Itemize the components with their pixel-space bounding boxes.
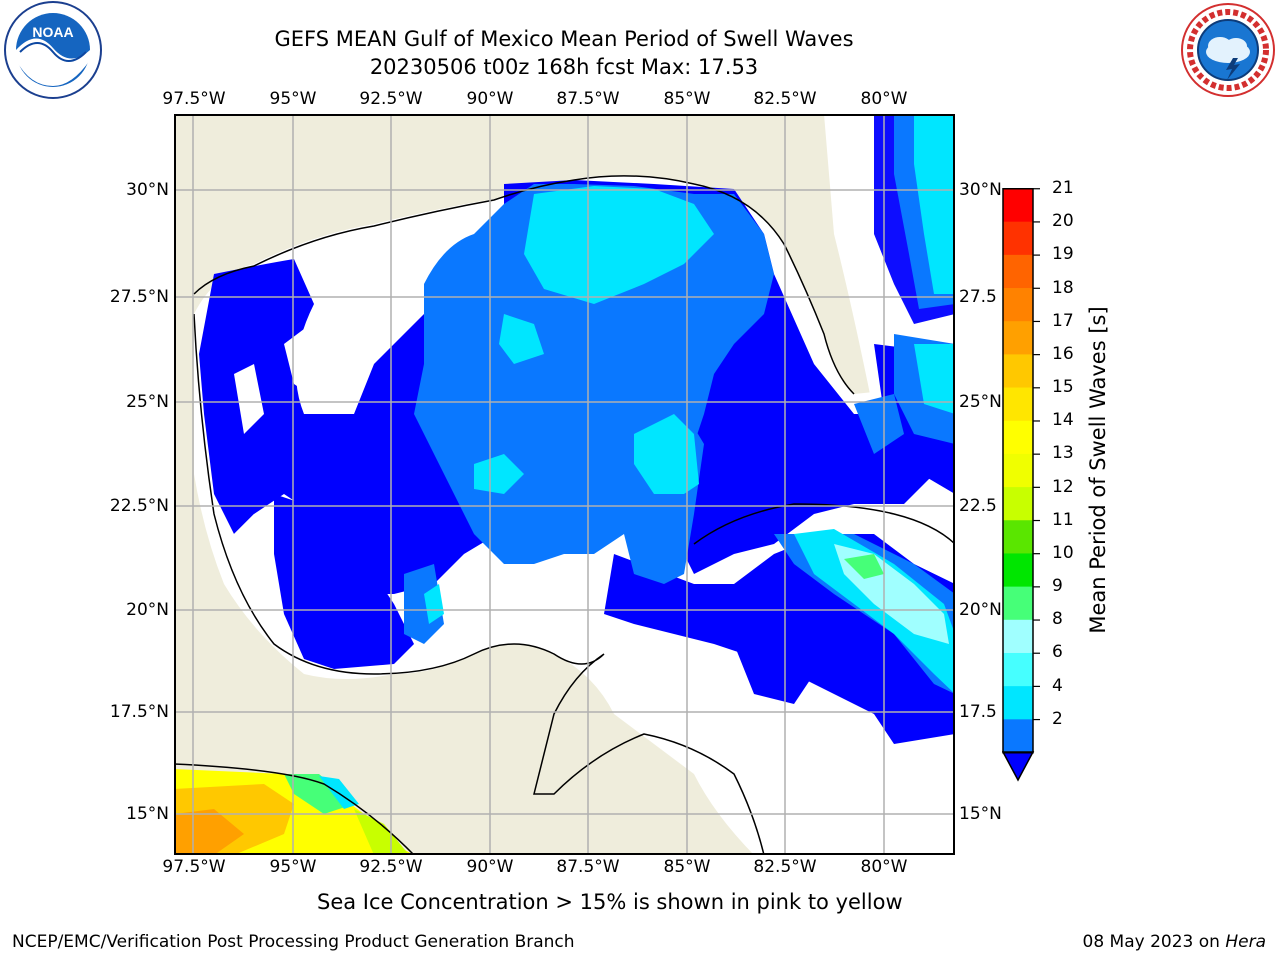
lon-label-bottom: 87.5°W xyxy=(556,857,620,877)
footer-credit: NCEP/EMC/Verification Post Processing Pr… xyxy=(12,932,575,952)
colorbar-segment xyxy=(1003,552,1033,587)
lon-label-bottom: 90°W xyxy=(466,857,514,877)
colorbar-segment xyxy=(1003,586,1033,620)
colorbar-tick-label: 12 xyxy=(1052,476,1074,497)
lat-label-left: 15°N xyxy=(126,804,169,824)
map-subtitle: 20230506 t00z 168h fcst Max: 17.53 xyxy=(369,55,759,79)
noaa-logo: NOAA xyxy=(4,1,102,99)
colorbar-segment xyxy=(1003,619,1033,653)
lat-label-left: 27.5°N xyxy=(109,287,169,307)
colorbar-tick-label: 4 xyxy=(1052,675,1063,696)
lon-label-bottom: 80°W xyxy=(860,857,908,877)
svg-text:NOAA: NOAA xyxy=(32,24,73,40)
colorbar-tick-label: 21 xyxy=(1052,178,1074,198)
lat-label-right: 27.5 xyxy=(959,287,997,307)
lon-label-top: 97.5°W xyxy=(162,89,226,109)
colorbar-segment xyxy=(1003,353,1033,388)
colorbar-segment xyxy=(1003,519,1033,554)
colorbar-label: Mean Period of Swell Waves [s] xyxy=(1086,306,1110,634)
lon-label-top: 87.5°W xyxy=(556,89,620,109)
lat-label-left: 22.5°N xyxy=(109,496,169,516)
colorbar-segment xyxy=(1003,188,1033,222)
colorbar-under-arrow xyxy=(1002,751,1035,782)
lon-label-top: 82.5°W xyxy=(753,89,817,109)
colorbar-tick-label: 17 xyxy=(1052,310,1074,331)
lat-label-right: 15°N xyxy=(959,804,1002,824)
nws-logo xyxy=(1181,3,1275,97)
footer-date-text: 08 May 2023 on xyxy=(1082,932,1220,952)
lon-label-top: 90°W xyxy=(466,89,514,109)
colorbar-tick-label: 15 xyxy=(1052,377,1074,398)
colorbar-tick-label: 20 xyxy=(1052,211,1074,232)
colorbar-tick-label: 13 xyxy=(1052,443,1074,464)
colorbar-segment xyxy=(1003,486,1033,521)
colorbar-tick-label: 14 xyxy=(1052,410,1074,431)
colorbar-tick-label: 2 xyxy=(1052,708,1063,729)
footer-date: 08 May 2023 on Hera xyxy=(1083,932,1267,952)
colorbar-segment xyxy=(1003,453,1033,488)
colorbar-tick-label: 6 xyxy=(1052,642,1063,663)
lat-label-left: 17.5°N xyxy=(109,702,169,722)
colorbar-frame xyxy=(1002,188,1034,754)
lon-label-top: 85°W xyxy=(663,89,711,109)
lat-label-right: 30°N xyxy=(959,180,1002,200)
lat-label-right: 22.5 xyxy=(959,496,997,516)
lon-label-bottom: 97.5°W xyxy=(162,857,226,877)
lat-label-right: 17.5 xyxy=(959,702,997,722)
colorbar-tick-label: 11 xyxy=(1052,509,1074,530)
colorbar-tick-label: 16 xyxy=(1052,343,1074,364)
colorbar-segment xyxy=(1003,387,1033,421)
colorbar-segment xyxy=(1003,221,1033,255)
gulf-of-mexico-map xyxy=(174,114,955,855)
colorbar-tick-label: 10 xyxy=(1052,542,1074,563)
lon-label-top: 95°W xyxy=(269,89,317,109)
colorbar-tick-label: 18 xyxy=(1052,277,1074,298)
colorbar-segment xyxy=(1003,287,1033,322)
sea-ice-note: Sea Ice Concentration > 15% is shown in … xyxy=(317,890,903,914)
colorbar-segment xyxy=(1003,718,1033,753)
lon-label-top: 92.5°W xyxy=(359,89,423,109)
colorbar-tick-label: 19 xyxy=(1052,244,1074,265)
colorbar-segment xyxy=(1003,254,1033,289)
lat-label-left: 25°N xyxy=(126,392,169,412)
lat-label-left: 30°N xyxy=(126,180,169,200)
colorbar xyxy=(1002,188,1040,782)
colorbar-segment xyxy=(1003,685,1033,720)
lon-label-top: 80°W xyxy=(860,89,908,109)
lat-label-right: 25°N xyxy=(959,392,1002,412)
colorbar-tick-label: 9 xyxy=(1052,576,1063,597)
lon-label-bottom: 95°W xyxy=(269,857,317,877)
footer-host: Hera xyxy=(1225,932,1266,952)
lon-label-bottom: 85°W xyxy=(663,857,711,877)
lat-label-right: 20°N xyxy=(959,600,1002,620)
map-title: GEFS MEAN Gulf of Mexico Mean Period of … xyxy=(274,27,854,51)
lon-label-bottom: 82.5°W xyxy=(753,857,817,877)
colorbar-segment xyxy=(1003,320,1033,355)
lat-label-left: 20°N xyxy=(126,600,169,620)
colorbar-tick-label: 8 xyxy=(1052,609,1063,630)
colorbar-segment xyxy=(1003,420,1033,454)
lon-label-bottom: 92.5°W xyxy=(359,857,423,877)
colorbar-segment xyxy=(1003,652,1033,687)
